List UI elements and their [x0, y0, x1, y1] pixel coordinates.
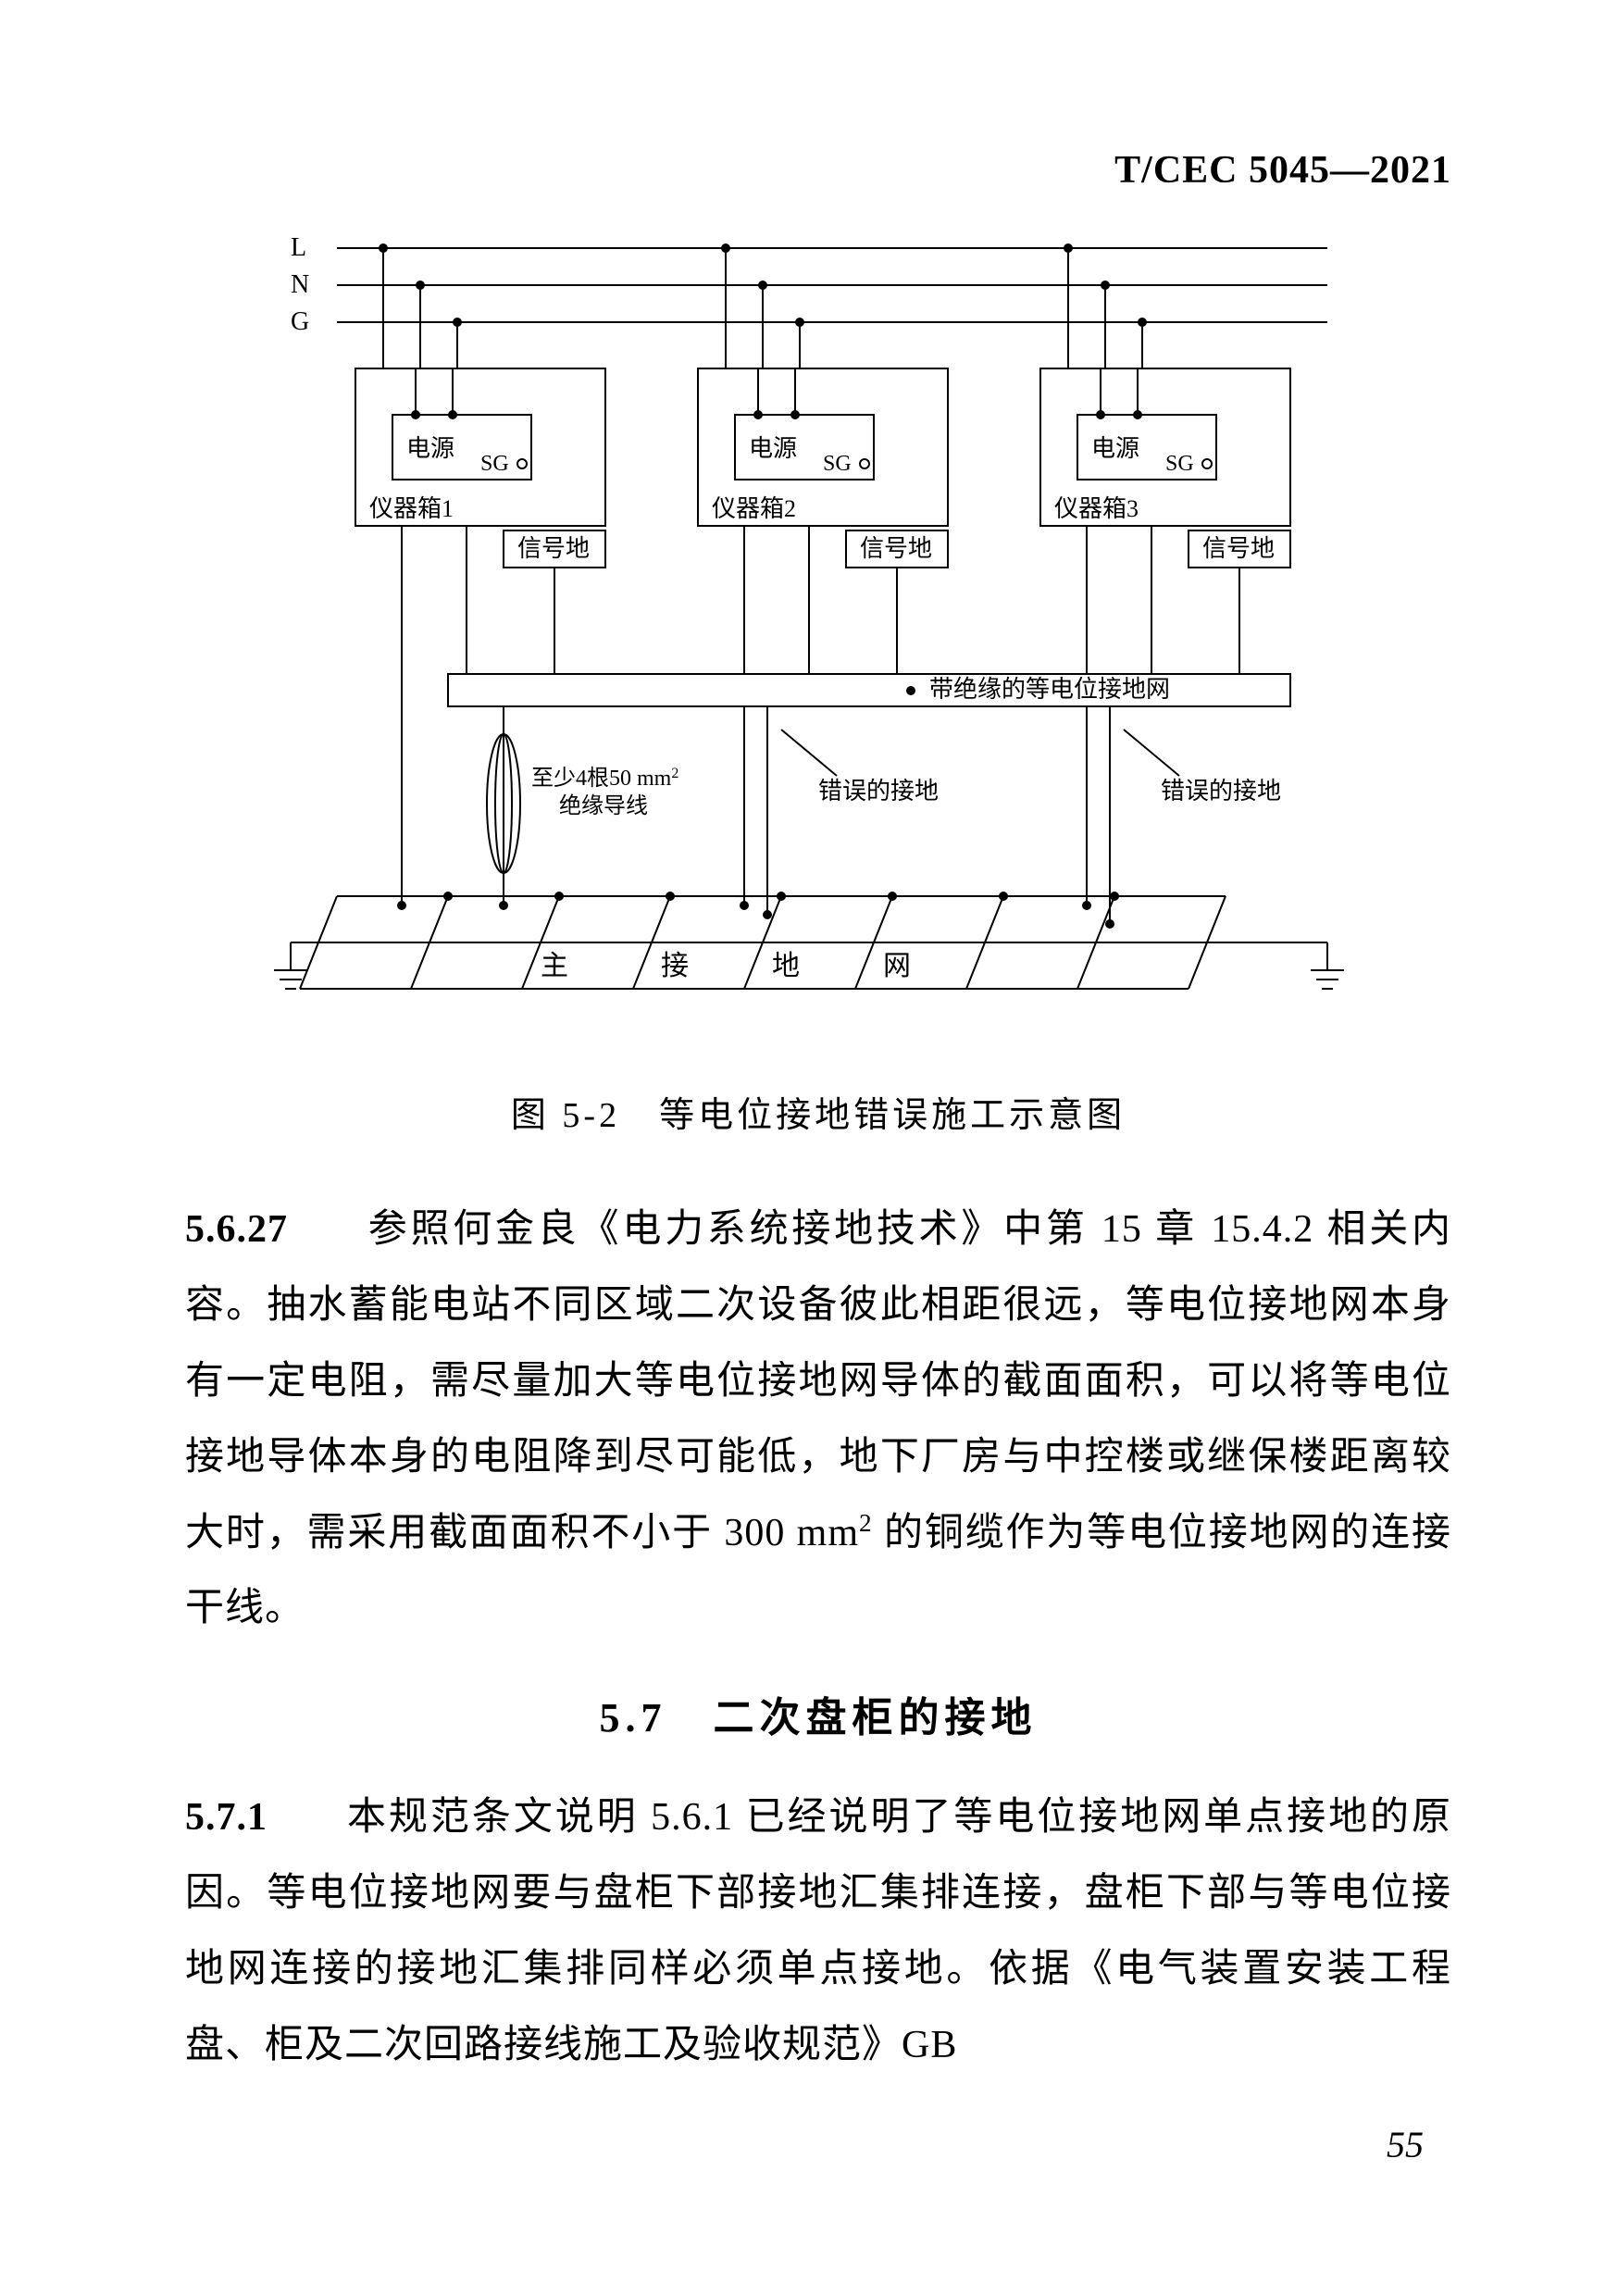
- sg-label-3: SG: [1165, 452, 1194, 476]
- section-heading-5-7: 5.7 二次盘柜的接地: [185, 1684, 1451, 1743]
- signal-ground-3: 信号地: [1202, 535, 1275, 562]
- power-label-2: 电源: [749, 435, 797, 462]
- signal-ground-2: 信号地: [860, 535, 932, 562]
- label-G: G: [291, 307, 309, 336]
- page-root: T/CEC 5045—2021 L N G: [0, 0, 1618, 2296]
- box2-label: 仪器箱2: [712, 495, 796, 522]
- main-ground-di: 地: [772, 951, 800, 981]
- min-wire-label-1: 至少4根50 mm2: [531, 766, 678, 791]
- label-N: N: [291, 270, 309, 299]
- clause-number-571: 5.7.1: [185, 1796, 268, 1839]
- insulated-net-label: 带绝缘的等电位接地网: [929, 676, 1170, 703]
- signal-ground-1: 信号地: [517, 535, 590, 562]
- paragraph-5-6-27: 5.6.27参照何金良《电力系统接地技术》中第 15 章 15.4.2 相关内容…: [185, 1192, 1451, 1647]
- power-label-3: 电源: [1091, 435, 1139, 462]
- page-number: 55: [1387, 2123, 1424, 2166]
- wrong-ground-1: 错误的接地: [818, 778, 939, 805]
- box3-label: 仪器箱3: [1054, 495, 1139, 522]
- clause-number-5627: 5.6.27: [185, 1208, 288, 1251]
- main-ground-wang: 网: [883, 951, 911, 981]
- document-header: T/CEC 5045—2021: [185, 148, 1451, 193]
- main-ground-jie: 接: [661, 951, 689, 981]
- sg-label-2: SG: [823, 452, 852, 476]
- wrong-ground-2: 错误的接地: [1161, 778, 1281, 805]
- power-label-1: 电源: [406, 435, 454, 462]
- box1-label: 仪器箱1: [369, 495, 454, 522]
- clause-text-571: 本规范条文说明 5.6.1 已经说明了等电位接地网单点接地的原因。等电位接地网要…: [185, 1796, 1491, 2066]
- figure-5-2: L N G: [263, 230, 1374, 1049]
- label-L: L: [291, 233, 306, 262]
- min-wire-label-2: 绝缘导线: [559, 793, 648, 818]
- diagram-svg: L N G: [263, 230, 1374, 1044]
- sg-label-1: SG: [480, 452, 509, 476]
- paragraph-5-7-1: 5.7.1本规范条文说明 5.6.1 已经说明了等电位接地网单点接地的原因。等电…: [185, 1780, 1451, 2084]
- figure-caption: 图 5-2 等电位接地错误施工示意图: [185, 1086, 1451, 1137]
- main-ground-zhu: 主: [541, 951, 568, 981]
- clause-text-5627: 参照何金良《电力系统接地技术》中第 15 章 15.4.2 相关内容。抽水蓄能电…: [185, 1208, 1451, 1554]
